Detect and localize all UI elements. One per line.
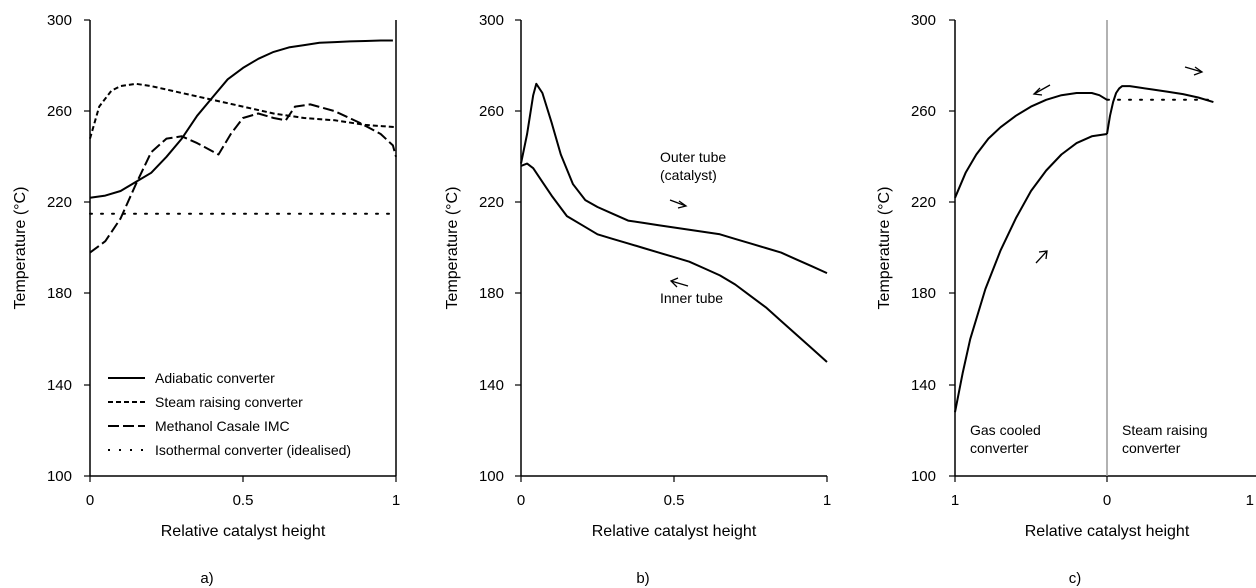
arrow-left-icon — [670, 280, 689, 287]
arrow-left-icon-head — [1032, 87, 1043, 96]
panel-b-ytick-label: 140 — [479, 377, 504, 394]
panel-a-ytick-label: 260 — [47, 103, 72, 120]
arrow-right-icon-head — [677, 200, 688, 209]
panel-b: 100 140 180 220 260 300 0 0.5 1 Relative… — [444, 12, 831, 587]
panel-b-xtick-label: 0.5 — [664, 492, 685, 509]
panel-b-ytick-label: 100 — [479, 468, 504, 485]
arrow-up-right-icon-head — [1038, 250, 1048, 260]
panel-c-xtick-label: 1 — [1246, 492, 1254, 509]
panel-c: 100 140 180 220 260 300 1 0 1 Relative c… — [876, 12, 1256, 587]
panel-c-x-axis-label: Relative catalyst height — [1025, 523, 1190, 540]
panel-a-series-line-1 — [89, 82, 397, 139]
panel-c-y-ticks — [949, 19, 955, 477]
panel-c-series-layer — [954, 85, 1215, 413]
panel-c-ytick-label: 260 — [911, 103, 936, 120]
panel-c-xtick-label: 0 — [1103, 492, 1111, 509]
panel-b-series-layer — [520, 82, 828, 363]
panel-c-arrows — [1032, 66, 1204, 264]
panel-a-xtick-label: 0.5 — [233, 492, 254, 509]
panel-a-ytick-label: 220 — [47, 194, 72, 211]
panel-c-series-line-1 — [954, 133, 1108, 413]
panel-a-ytick-label: 100 — [47, 468, 72, 485]
panel-a-ytick-label: 300 — [47, 12, 72, 29]
panel-a-caption: a) — [200, 570, 213, 587]
panel-b-series-line-0 — [520, 82, 828, 275]
panel-c-ytick-label: 220 — [911, 194, 936, 211]
panel-a: 100 140 180 220 260 300 0 0.5 1 Relative… — [12, 12, 400, 587]
arrow-up-right-icon — [1035, 250, 1048, 264]
panel-a-ytick-label: 140 — [47, 377, 72, 394]
panel-b-x-ticks — [520, 476, 828, 482]
arrow-right-icon — [669, 199, 687, 207]
panel-a-x-ticks — [89, 476, 397, 482]
panel-a-ytick-label: 180 — [47, 285, 72, 302]
panel-c-annotation-gas-cooled: Gas cooled — [970, 422, 1041, 438]
panel-b-ytick-label: 260 — [479, 103, 504, 120]
panel-c-annotation-steam-raising-2: converter — [1122, 440, 1181, 456]
panel-c-ytick-label: 100 — [911, 468, 936, 485]
panel-c-caption: c) — [1069, 570, 1082, 587]
panel-b-ytick-label: 180 — [479, 285, 504, 302]
legend-label-isothermal: Isothermal converter (idealised) — [155, 442, 351, 458]
panel-c-series-line-2 — [1106, 85, 1214, 135]
panel-b-ytick-label: 220 — [479, 194, 504, 211]
panel-b-y-ticks — [515, 19, 521, 477]
panel-c-xtick-label: 1 — [951, 492, 959, 509]
panel-a-y-ticks — [84, 19, 90, 477]
panel-c-ytick-label: 300 — [911, 12, 936, 29]
panel-b-xtick-label: 1 — [823, 492, 831, 509]
panel-b-ytick-label: 300 — [479, 12, 504, 29]
panel-a-x-axis-label: Relative catalyst height — [161, 523, 326, 540]
panel-c-y-axis-label: Temperature (°C) — [876, 187, 893, 310]
panel-a-xtick-label: 0 — [86, 492, 94, 509]
panel-b-caption: b) — [636, 570, 649, 587]
panel-c-ytick-label: 180 — [911, 285, 936, 302]
legend-label-casale: Methanol Casale IMC — [155, 418, 290, 434]
panel-a-legend: Adiabatic converter Steam raising conver… — [108, 370, 351, 458]
panel-c-ytick-label: 140 — [911, 377, 936, 394]
panel-a-series-layer — [89, 39, 397, 254]
panel-b-annotation-outer-tube: Outer tube — [660, 149, 726, 165]
arrow-left-icon-head — [669, 277, 679, 288]
panel-c-annotation-steam-raising: Steam raising — [1122, 422, 1208, 438]
legend-label-steam-raising: Steam raising converter — [155, 394, 303, 410]
arrow-right-icon — [1184, 66, 1203, 73]
legend-label-adiabatic: Adiabatic converter — [155, 370, 275, 386]
panel-a-xtick-label: 1 — [392, 492, 400, 509]
panel-b-annotation-catalyst: (catalyst) — [660, 167, 717, 183]
panel-c-series-line-0 — [954, 92, 1108, 199]
arrow-right-icon-head — [1193, 66, 1204, 76]
panel-b-annotation-inner-tube: Inner tube — [660, 290, 723, 306]
panel-c-annotation-gas-cooled-2: converter — [970, 440, 1029, 456]
panel-b-series-line-1 — [520, 162, 828, 363]
panel-c-x-ticks — [954, 476, 1108, 482]
panel-b-x-axis-label: Relative catalyst height — [592, 523, 757, 540]
panel-a-y-axis-label: Temperature (°C) — [12, 187, 29, 310]
panel-b-arrows — [669, 199, 689, 288]
panel-b-xtick-label: 0 — [517, 492, 525, 509]
arrow-left-icon — [1033, 84, 1051, 95]
panel-a-series-line-2 — [89, 103, 397, 254]
panel-a-series-line-0 — [89, 39, 393, 199]
panel-b-y-axis-label: Temperature (°C) — [444, 187, 461, 310]
